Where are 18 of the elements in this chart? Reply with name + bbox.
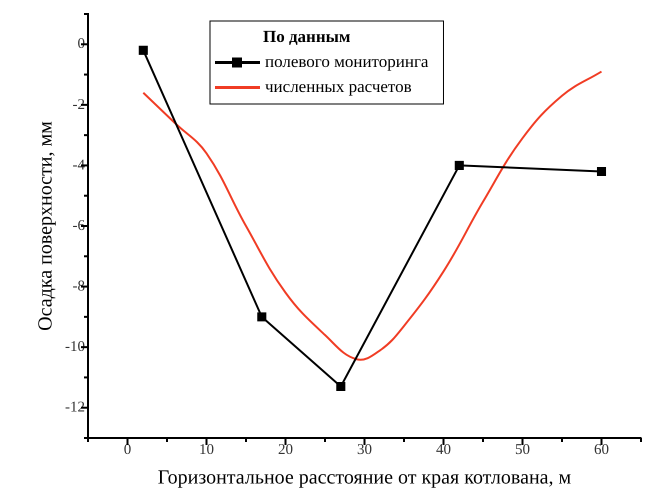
x-axis-title: Горизонтальное расстояние от края котлована, м: [158, 466, 572, 488]
x-tick-label: 60: [594, 442, 609, 458]
point: [596, 166, 606, 176]
y-tick-label: -12: [64, 400, 85, 416]
line-series: [142, 70, 602, 360]
legend-title: По данным: [262, 26, 351, 46]
point: [257, 312, 266, 322]
legend-label: численных расчетов: [264, 76, 412, 96]
x-tick-label: 20: [278, 442, 293, 458]
point: [138, 46, 148, 55]
x-tick-label: 40: [436, 442, 451, 458]
point: [454, 160, 464, 170]
x-tick-label: 50: [515, 442, 530, 458]
x-tick-label: 10: [198, 442, 214, 458]
y-axis-title: Осадка поверхности, мм: [34, 120, 56, 331]
x-tick-label: 30: [357, 442, 372, 458]
point: [336, 382, 346, 392]
legend-label: полевого мониторинга: [264, 52, 429, 71]
